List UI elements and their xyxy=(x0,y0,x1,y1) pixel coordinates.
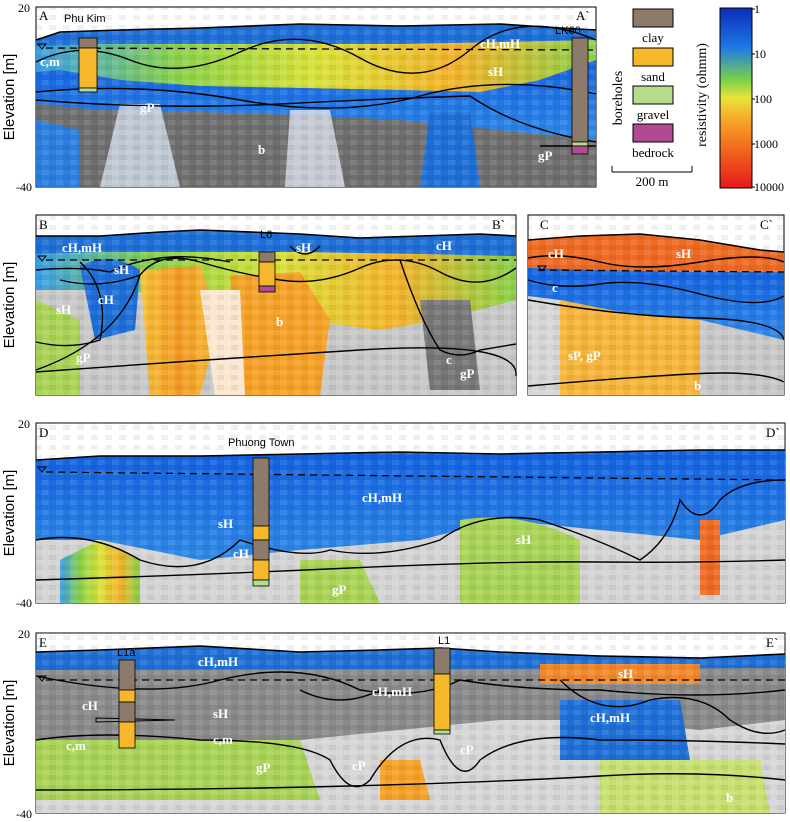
colorbar xyxy=(719,7,753,189)
unit-label: sH xyxy=(676,246,691,261)
unit-label: gP xyxy=(332,582,347,597)
unit-label: gP xyxy=(140,100,155,115)
y-axis-label-b: Elevation [m] xyxy=(1,262,18,349)
legend-item-bedrock: bedrock xyxy=(632,123,674,160)
section-c-label-left: C xyxy=(540,217,549,232)
borehole-phuong-town xyxy=(252,457,270,587)
unit-label: c,m xyxy=(40,54,60,69)
colorbar-title: resistivity (ohmm) xyxy=(695,43,710,147)
sand-swatch xyxy=(632,47,674,67)
borehole-l6 xyxy=(258,251,276,293)
borehole-label-l1a: L1a xyxy=(117,647,136,659)
borehole-label-l6: L6 xyxy=(260,229,272,241)
unit-label: c xyxy=(552,280,558,295)
unit-label: sH xyxy=(213,706,228,721)
borehole-label-l1: L1 xyxy=(438,635,450,647)
section-d-ytick-top: 20 xyxy=(18,417,30,431)
bedrock-swatch xyxy=(632,123,674,143)
unit-label: cH xyxy=(548,246,564,261)
unit-label: b xyxy=(726,790,733,805)
unit-label: gP xyxy=(460,366,475,381)
legend-label: clay xyxy=(642,30,664,45)
section-e-ytick-top: 20 xyxy=(18,627,30,641)
unit-label: cH,mH xyxy=(372,684,412,699)
legend-label: sand xyxy=(641,69,665,84)
unit-label: c,m xyxy=(213,732,233,747)
section-b: B B` L6 cH,mH sH sH cH sH cH b gP c gP xyxy=(35,214,517,396)
unit-label: sH xyxy=(114,262,129,277)
legend-item-gravel: gravel xyxy=(632,85,674,122)
colorbar-tick: 1000 xyxy=(754,137,778,151)
unit-label: sH xyxy=(296,240,311,255)
clay-swatch xyxy=(632,8,674,28)
section-a-label-right: A` xyxy=(576,8,590,23)
unit-label: c,m xyxy=(66,738,86,753)
unit-label: c xyxy=(446,352,452,367)
unit-label: gP xyxy=(538,148,553,163)
unit-label: sH xyxy=(618,666,633,681)
unit-label: cH,mH xyxy=(480,36,520,51)
unit-label: cH xyxy=(436,238,452,253)
section-d-label-left: D xyxy=(39,425,48,440)
unit-label: gP xyxy=(76,350,91,365)
legend-label: gravel xyxy=(637,107,670,122)
scale-bar-label: 200 m xyxy=(636,174,669,189)
unit-label: cH,mH xyxy=(62,240,102,255)
unit-label: sH xyxy=(218,516,233,531)
y-axis-label-d: Elevation [m] xyxy=(1,470,18,557)
unit-label: sP, gP xyxy=(568,348,601,363)
y-axis-label-e: Elevation [m] xyxy=(1,680,18,767)
borehole-l1 xyxy=(433,647,451,735)
y-axis-label-a: Elevation [m] xyxy=(1,54,18,141)
unit-label: cP xyxy=(460,742,474,757)
section-d: D D` Phuong Town 20 -40 cH,mH sH cH sH g… xyxy=(16,417,786,610)
borehole-label-phuong-town: Phuong Town xyxy=(228,437,294,449)
section-c-label-right: C` xyxy=(760,217,773,232)
legend-label: bedrock xyxy=(632,145,674,160)
section-b-label-right: B` xyxy=(492,217,505,232)
borehole-lk60 xyxy=(571,37,589,155)
legend-boreholes-title: boreholes xyxy=(611,71,626,125)
section-e-label-right: E` xyxy=(766,635,778,650)
section-a: A A` Phu Kim LK60 20 -40 c,m cH,mH sH gP… xyxy=(16,1,597,194)
section-e: E E` L1a L1 20 -40 cH,mH cH sH c,m c,m g… xyxy=(16,627,786,821)
colorbar-tick: 10 xyxy=(754,47,766,61)
section-c: C C` cH sH c sP, gP b xyxy=(527,214,785,396)
colorbar-tick: 1 xyxy=(754,2,760,16)
unit-label: cH,mH xyxy=(590,710,630,725)
unit-label: sH xyxy=(488,64,503,79)
unit-label: cH,mH xyxy=(198,654,238,669)
gravel-swatch xyxy=(632,85,674,105)
borehole-label-phu-kim: Phu Kim xyxy=(64,13,106,25)
unit-label: cH xyxy=(82,698,98,713)
colorbar-tick: 10000 xyxy=(754,180,784,194)
section-a-ytick-bottom: -40 xyxy=(16,180,32,194)
unit-label: b xyxy=(258,142,265,157)
legend: boreholes clay sand gravel bedrock 200 m… xyxy=(611,2,784,194)
section-d-ytick-bottom: -40 xyxy=(16,596,32,610)
borehole-label-lk60: LK60 xyxy=(555,25,581,37)
unit-label: sH xyxy=(516,532,531,547)
scale-bar: 200 m xyxy=(611,166,693,189)
unit-label: cH xyxy=(98,292,114,307)
section-a-label-left: A xyxy=(39,8,49,23)
borehole-phu-kim xyxy=(78,37,98,93)
borehole-l1a xyxy=(118,659,136,749)
unit-label: b xyxy=(694,378,701,393)
unit-label: cP xyxy=(352,758,366,773)
unit-label: cH,mH xyxy=(362,490,402,505)
colorbar-tick: 100 xyxy=(754,92,772,106)
section-e-label-left: E xyxy=(39,635,47,650)
unit-label: sH xyxy=(56,302,71,317)
section-e-ytick-bottom: -40 xyxy=(16,807,32,821)
section-b-label-left: B xyxy=(39,217,48,232)
unit-label: cH xyxy=(233,546,249,561)
legend-item-sand: sand xyxy=(632,47,674,84)
unit-label: b xyxy=(276,314,283,329)
section-a-ytick-top: 20 xyxy=(18,1,30,15)
unit-label: gP xyxy=(256,760,271,775)
section-d-label-right: D` xyxy=(766,425,780,440)
legend-item-clay: clay xyxy=(632,8,674,45)
